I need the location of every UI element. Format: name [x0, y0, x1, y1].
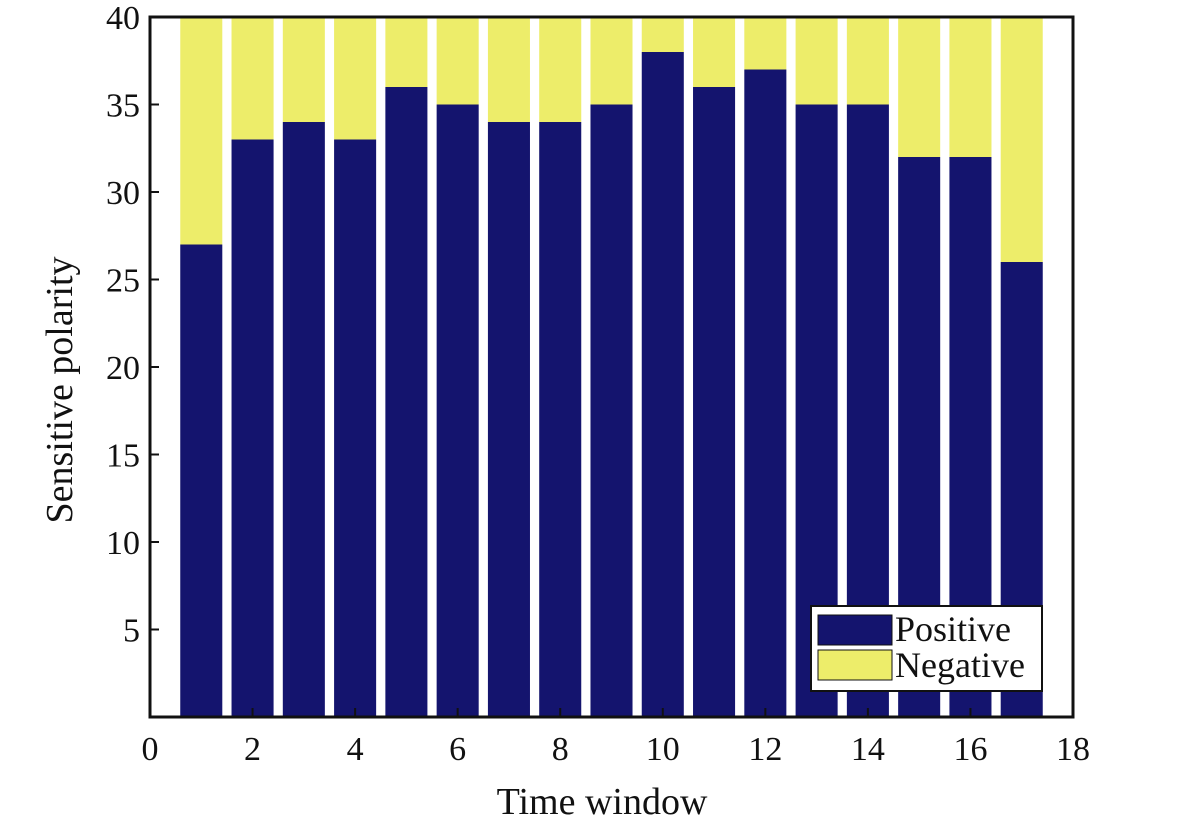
bar-positive-11 — [693, 87, 736, 717]
bar-positive-6 — [436, 104, 479, 717]
legend-label-negative: Negative — [895, 645, 1025, 685]
bar-negative-5 — [385, 17, 428, 87]
bar-negative-7 — [487, 17, 530, 122]
bar-negative-9 — [590, 17, 633, 105]
x-tick-label: 14 — [851, 731, 885, 768]
x-tick-label: 0 — [142, 731, 159, 768]
legend-swatch-negative — [817, 649, 893, 681]
y-tick-label: 10 — [106, 525, 140, 562]
bar-positive-2 — [231, 139, 274, 717]
bar-negative-3 — [282, 17, 325, 122]
bar-negative-12 — [744, 17, 787, 70]
x-tick-label: 18 — [1056, 731, 1090, 768]
bar-negative-11 — [693, 17, 736, 87]
x-tick-label: 10 — [646, 731, 680, 768]
x-axis-title: Time window — [497, 781, 708, 823]
legend: Positive Negative — [810, 605, 1043, 692]
bar-negative-6 — [436, 17, 479, 105]
bar-positive-12 — [744, 69, 787, 717]
y-tick-label: 5 — [123, 613, 140, 650]
x-tick-label: 12 — [748, 731, 782, 768]
y-tick-label: 40 — [106, 0, 140, 37]
y-axis-title: Sensitive polarity — [39, 256, 81, 523]
legend-swatch-positive — [817, 614, 893, 646]
y-tick-label: 30 — [106, 175, 140, 212]
bar-positive-8 — [539, 122, 582, 717]
x-tick-label: 8 — [552, 731, 569, 768]
bar-negative-4 — [334, 17, 377, 140]
bar-negative-8 — [539, 17, 582, 122]
ticks-layer: 0 2 4 6 8 10 12 14 16 18 5 10 15 20 25 30 35 40 — [106, 0, 1090, 768]
bar-negative-1 — [180, 17, 223, 245]
bar-positive-7 — [487, 122, 530, 717]
y-tick-label: 20 — [106, 350, 140, 387]
bar-negative-17 — [1000, 17, 1043, 262]
bar-positive-10 — [641, 52, 684, 717]
y-tick-label: 25 — [106, 263, 140, 300]
bar-positive-3 — [282, 122, 325, 717]
x-tick-label: 16 — [953, 731, 987, 768]
x-tick-label: 4 — [347, 731, 364, 768]
bar-positive-4 — [334, 139, 377, 717]
x-tick-label: 6 — [449, 731, 466, 768]
bar-positive-1 — [180, 244, 223, 717]
bar-negative-10 — [641, 17, 684, 52]
bar-negative-13 — [795, 17, 838, 105]
bars-layer — [180, 17, 1043, 717]
bar-negative-15 — [898, 17, 941, 157]
bar-positive-9 — [590, 104, 633, 717]
bar-positive-5 — [385, 87, 428, 717]
y-tick-label: 15 — [106, 438, 140, 475]
bar-negative-16 — [949, 17, 992, 157]
legend-label-positive: Positive — [895, 609, 1011, 649]
bar-negative-14 — [846, 17, 889, 105]
y-tick-label: 35 — [106, 88, 140, 125]
x-tick-label: 2 — [244, 731, 261, 768]
bar-negative-2 — [231, 17, 274, 140]
